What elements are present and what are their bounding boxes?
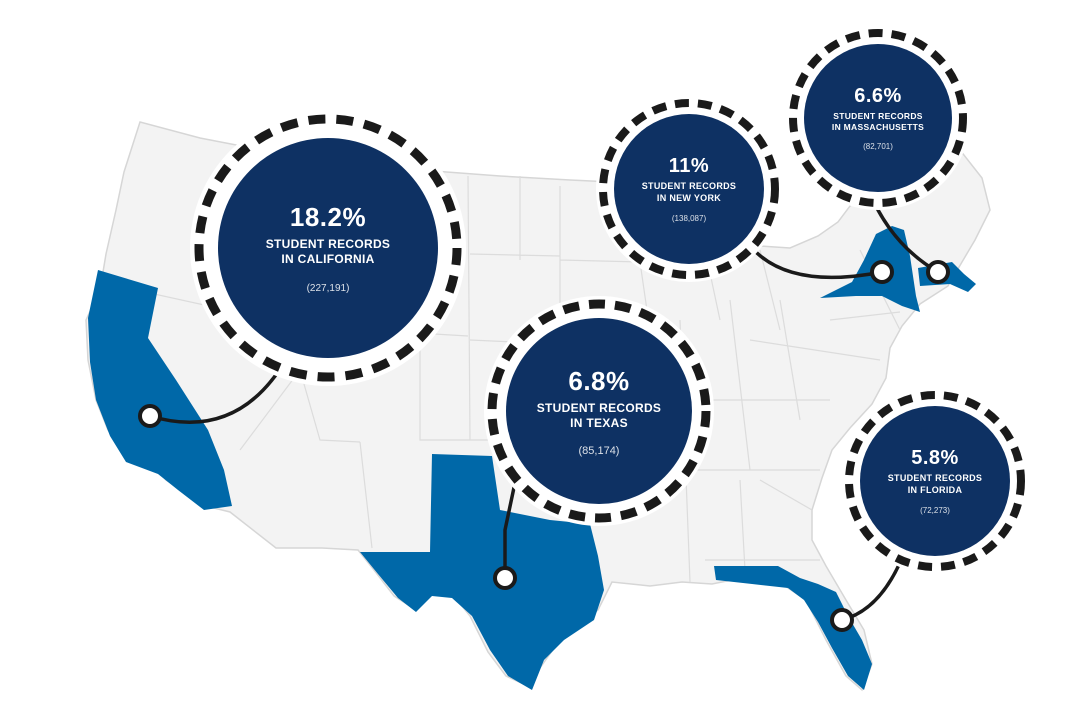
record-count: (85,174) <box>578 444 620 457</box>
label-line-1: STUDENT RECORDS <box>265 237 391 251</box>
percent-value: 18.2% <box>289 202 367 232</box>
state-new-york <box>820 226 920 312</box>
dashed-ring <box>599 99 779 279</box>
location-pins <box>138 260 950 632</box>
percent-value: 6.8% <box>568 365 630 396</box>
highlighted-states <box>88 226 976 690</box>
percent-value: 11% <box>668 155 710 178</box>
record-count: (72,273) <box>920 505 950 515</box>
label-line-2: IN NEW YORK <box>656 192 722 203</box>
callout-florida: 5.8% STUDENT RECORDS IN FLORIDA (72,273) <box>842 388 1028 574</box>
percent-value: 6.6% <box>854 84 902 107</box>
connector-new-york <box>750 246 884 280</box>
pin-massachusetts <box>926 260 950 284</box>
connector-texas <box>503 476 518 580</box>
callout-california: 18.2% STUDENT RECORDS IN CALIFORNIA (227… <box>190 110 466 386</box>
record-count: (82,701) <box>863 142 893 152</box>
callout-texas: 6.8% STUDENT RECORDS IN TEXAS (85,174) <box>484 296 714 526</box>
pin-texas <box>493 566 517 590</box>
callout-new-york: 11% STUDENT RECORDS IN NEW YORK (138,087… <box>596 96 782 282</box>
dashed-ring <box>487 299 711 523</box>
percent-value: 5.8% <box>911 447 959 470</box>
label-line-2: IN MASSACHUSETTS <box>831 121 925 132</box>
dashed-ring <box>789 29 967 207</box>
connector-california <box>148 370 280 424</box>
label-line-1: STUDENT RECORDS <box>641 181 737 192</box>
callout-massachusetts: 6.6% STUDENT RECORDS IN MASSACHUSETTS (8… <box>786 26 970 210</box>
label-line-2: IN FLORIDA <box>907 484 963 495</box>
state-california <box>88 270 232 510</box>
label-line-2: IN TEXAS <box>570 415 628 430</box>
label-line-2: IN CALIFORNIA <box>281 252 375 266</box>
state-florida <box>714 566 872 690</box>
state-texas <box>360 454 604 690</box>
record-count: (138,087) <box>671 213 707 223</box>
pin-california <box>138 404 162 428</box>
record-count: (227,191) <box>306 283 350 294</box>
dashed-ring <box>845 391 1025 571</box>
label-line-1: STUDENT RECORDS <box>536 400 662 415</box>
label-line-1: STUDENT RECORDS <box>887 473 983 484</box>
pin-new-york <box>870 260 894 284</box>
label-line-1: STUDENT RECORDS <box>833 110 923 121</box>
dashed-ring <box>194 114 462 382</box>
pin-florida <box>830 608 854 632</box>
